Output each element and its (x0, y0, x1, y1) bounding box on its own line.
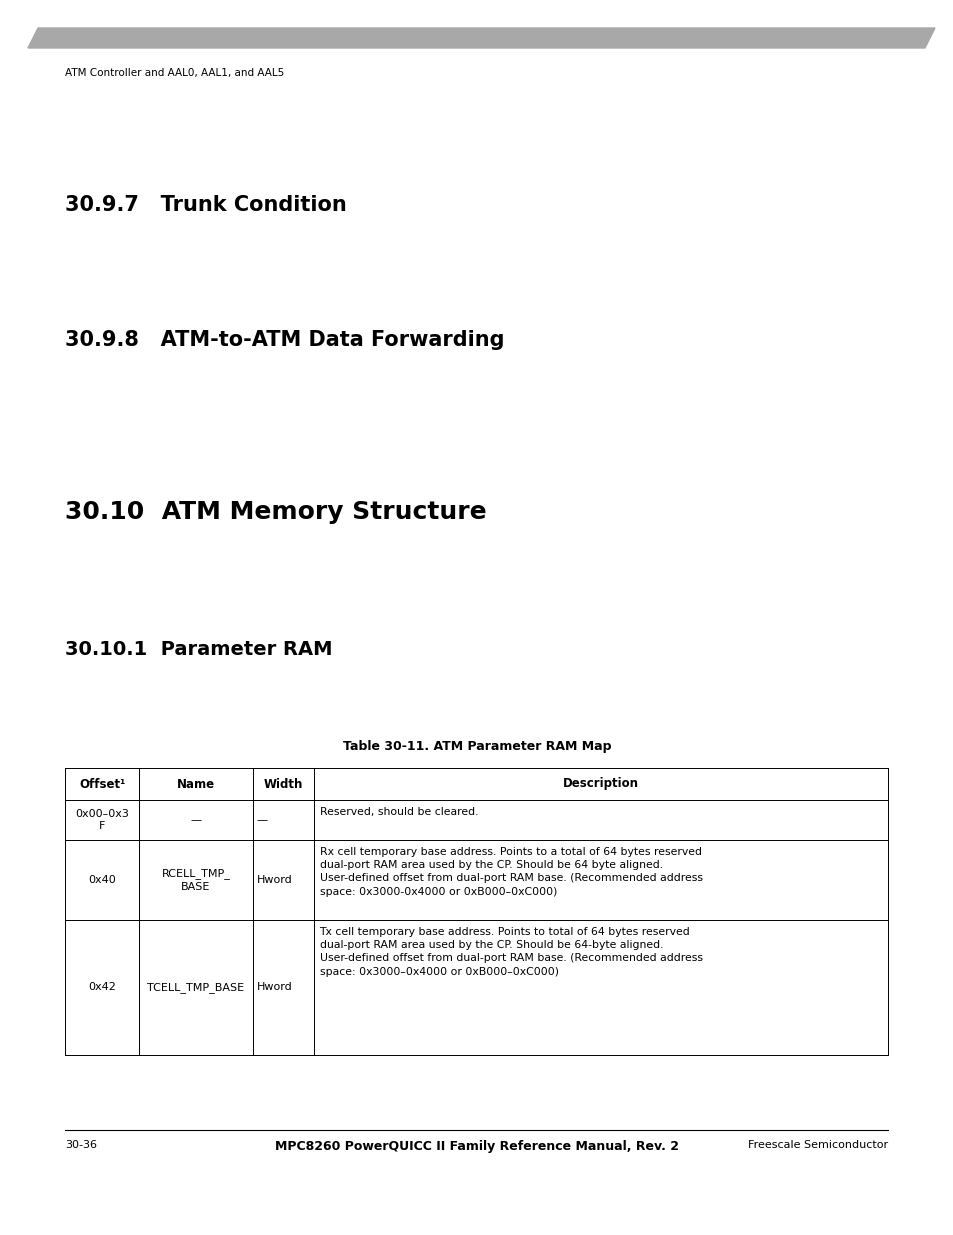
Text: 30.9.8   ATM-to-ATM Data Forwarding: 30.9.8 ATM-to-ATM Data Forwarding (65, 330, 504, 350)
Text: Freescale Semiconductor: Freescale Semiconductor (747, 1140, 887, 1150)
Text: Reserved, should be cleared.: Reserved, should be cleared. (319, 806, 477, 818)
Text: Offset¹: Offset¹ (79, 778, 125, 790)
Text: 30-36: 30-36 (65, 1140, 97, 1150)
Text: —: — (190, 815, 201, 825)
Polygon shape (28, 28, 934, 48)
Text: 0x40: 0x40 (88, 876, 115, 885)
Text: RCELL_TMP_
BASE: RCELL_TMP_ BASE (161, 868, 230, 892)
Text: 30.10  ATM Memory Structure: 30.10 ATM Memory Structure (65, 500, 486, 524)
Text: Rx cell temporary base address. Points to a total of 64 bytes reserved
dual-port: Rx cell temporary base address. Points t… (319, 847, 701, 897)
Text: Name: Name (176, 778, 214, 790)
Text: Hword: Hword (256, 876, 292, 885)
Text: Width: Width (263, 778, 302, 790)
Text: Hword: Hword (256, 983, 292, 993)
Text: MPC8260 PowerQUICC II Family Reference Manual, Rev. 2: MPC8260 PowerQUICC II Family Reference M… (274, 1140, 679, 1153)
Text: Tx cell temporary base address. Points to total of 64 bytes reserved
dual-port R: Tx cell temporary base address. Points t… (319, 927, 701, 977)
Text: 0x42: 0x42 (88, 983, 116, 993)
Text: —: — (256, 815, 268, 825)
Text: Table 30-11. ATM Parameter RAM Map: Table 30-11. ATM Parameter RAM Map (342, 740, 611, 753)
Text: 30.10.1  Parameter RAM: 30.10.1 Parameter RAM (65, 640, 333, 659)
Text: Description: Description (562, 778, 639, 790)
Text: 0x00–0x3
F: 0x00–0x3 F (75, 809, 129, 831)
Text: 30.9.7   Trunk Condition: 30.9.7 Trunk Condition (65, 195, 346, 215)
Text: ATM Controller and AAL0, AAL1, and AAL5: ATM Controller and AAL0, AAL1, and AAL5 (65, 68, 284, 78)
Text: TCELL_TMP_BASE: TCELL_TMP_BASE (147, 982, 244, 993)
